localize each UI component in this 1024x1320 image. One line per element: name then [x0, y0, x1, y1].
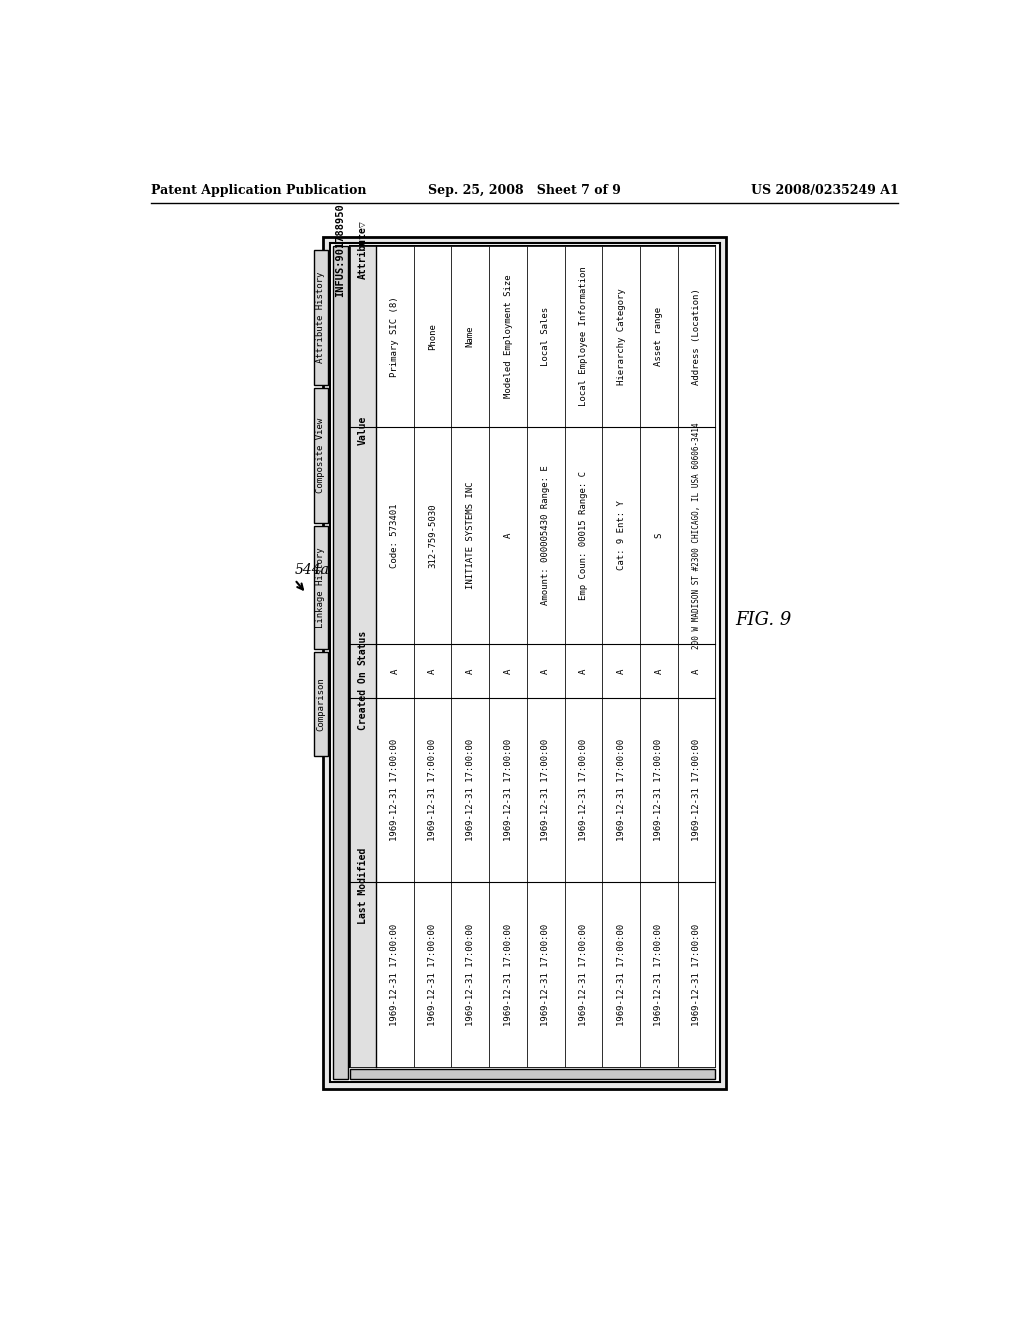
Text: A: A — [428, 668, 437, 673]
Polygon shape — [527, 246, 564, 1067]
Polygon shape — [333, 246, 348, 1080]
Polygon shape — [452, 246, 489, 1067]
Polygon shape — [376, 246, 414, 1067]
Text: Local Sales: Local Sales — [542, 308, 550, 366]
Text: S: S — [654, 533, 664, 539]
Polygon shape — [349, 246, 716, 1067]
Text: Name: Name — [466, 326, 475, 347]
Text: 1969-12-31 17:00:00: 1969-12-31 17:00:00 — [428, 924, 437, 1026]
Text: A: A — [504, 533, 512, 539]
Text: 200 W MADISON ST #2300 CHICAGO, IL USA 60606-3414: 200 W MADISON ST #2300 CHICAGO, IL USA 6… — [692, 422, 701, 649]
Text: Patent Application Publication: Patent Application Publication — [152, 185, 367, 197]
Text: 1969-12-31 17:00:00: 1969-12-31 17:00:00 — [504, 739, 512, 841]
Text: Asset range: Asset range — [654, 308, 664, 366]
Text: Hierarchy Category: Hierarchy Category — [616, 288, 626, 385]
Text: Primary SIC (8): Primary SIC (8) — [390, 296, 399, 376]
Text: Local Employee Information: Local Employee Information — [579, 267, 588, 407]
Polygon shape — [489, 246, 527, 1067]
Text: 1969-12-31 17:00:00: 1969-12-31 17:00:00 — [542, 739, 550, 841]
Text: Attribute▽: Attribute▽ — [357, 220, 368, 279]
Text: 1969-12-31 17:00:00: 1969-12-31 17:00:00 — [390, 739, 399, 841]
Text: Phone: Phone — [428, 323, 437, 350]
Text: A: A — [654, 668, 664, 673]
Polygon shape — [314, 525, 328, 649]
Polygon shape — [314, 388, 328, 523]
Text: Code: 573401: Code: 573401 — [390, 503, 399, 568]
Text: 1969-12-31 17:00:00: 1969-12-31 17:00:00 — [428, 739, 437, 841]
Text: Comparison: Comparison — [316, 677, 326, 731]
Polygon shape — [564, 246, 602, 1067]
Text: INFUS:901788950: INFUS:901788950 — [335, 203, 345, 297]
Text: A: A — [616, 668, 626, 673]
Text: 1969-12-31 17:00:00: 1969-12-31 17:00:00 — [466, 739, 475, 841]
Text: Cat: 9 Ent: Y: Cat: 9 Ent: Y — [616, 500, 626, 570]
Text: Address (Location): Address (Location) — [692, 288, 701, 385]
Polygon shape — [314, 652, 328, 756]
Text: Last Modified: Last Modified — [357, 847, 368, 924]
Polygon shape — [349, 246, 376, 1067]
Text: Status: Status — [357, 630, 368, 665]
Text: Sep. 25, 2008   Sheet 7 of 9: Sep. 25, 2008 Sheet 7 of 9 — [428, 185, 622, 197]
Polygon shape — [314, 249, 328, 385]
Text: A: A — [504, 668, 512, 673]
Text: US 2008/0235249 A1: US 2008/0235249 A1 — [751, 185, 898, 197]
Text: A: A — [579, 668, 588, 673]
Text: 1969-12-31 17:00:00: 1969-12-31 17:00:00 — [654, 739, 664, 841]
Polygon shape — [414, 246, 452, 1067]
Text: 1969-12-31 17:00:00: 1969-12-31 17:00:00 — [654, 924, 664, 1026]
Text: 1969-12-31 17:00:00: 1969-12-31 17:00:00 — [466, 924, 475, 1026]
Text: Created On: Created On — [357, 672, 368, 730]
Text: 1969-12-31 17:00:00: 1969-12-31 17:00:00 — [692, 739, 701, 841]
Text: INITIATE SYSTEMS INC: INITIATE SYSTEMS INC — [466, 482, 475, 589]
Polygon shape — [640, 246, 678, 1067]
Text: A: A — [542, 668, 550, 673]
Text: 1969-12-31 17:00:00: 1969-12-31 17:00:00 — [504, 924, 512, 1026]
Text: Amount: 000005430 Range: E: Amount: 000005430 Range: E — [542, 466, 550, 606]
Text: Value: Value — [357, 416, 368, 445]
Text: 1969-12-31 17:00:00: 1969-12-31 17:00:00 — [579, 924, 588, 1026]
Text: A: A — [466, 668, 475, 673]
Polygon shape — [324, 238, 726, 1089]
Text: 1969-12-31 17:00:00: 1969-12-31 17:00:00 — [616, 924, 626, 1026]
Text: Composite View: Composite View — [316, 417, 326, 492]
Text: Emp Coun: 00015 Range: C: Emp Coun: 00015 Range: C — [579, 471, 588, 601]
Text: A: A — [692, 668, 701, 673]
Text: 544a: 544a — [295, 562, 330, 577]
Polygon shape — [349, 1069, 716, 1080]
Polygon shape — [678, 246, 716, 1067]
Text: Attribute History: Attribute History — [316, 272, 326, 363]
Polygon shape — [330, 243, 720, 1082]
Text: 1969-12-31 17:00:00: 1969-12-31 17:00:00 — [579, 739, 588, 841]
Text: 312-759-5030: 312-759-5030 — [428, 503, 437, 568]
Text: 1969-12-31 17:00:00: 1969-12-31 17:00:00 — [616, 739, 626, 841]
Text: 1969-12-31 17:00:00: 1969-12-31 17:00:00 — [390, 924, 399, 1026]
Text: A: A — [390, 668, 399, 673]
Text: Modeled Employment Size: Modeled Employment Size — [504, 275, 512, 399]
Polygon shape — [602, 246, 640, 1067]
Text: Linkage History: Linkage History — [316, 546, 326, 627]
Text: FIG. 9: FIG. 9 — [735, 611, 792, 630]
Text: 1969-12-31 17:00:00: 1969-12-31 17:00:00 — [692, 924, 701, 1026]
Text: 1969-12-31 17:00:00: 1969-12-31 17:00:00 — [542, 924, 550, 1026]
